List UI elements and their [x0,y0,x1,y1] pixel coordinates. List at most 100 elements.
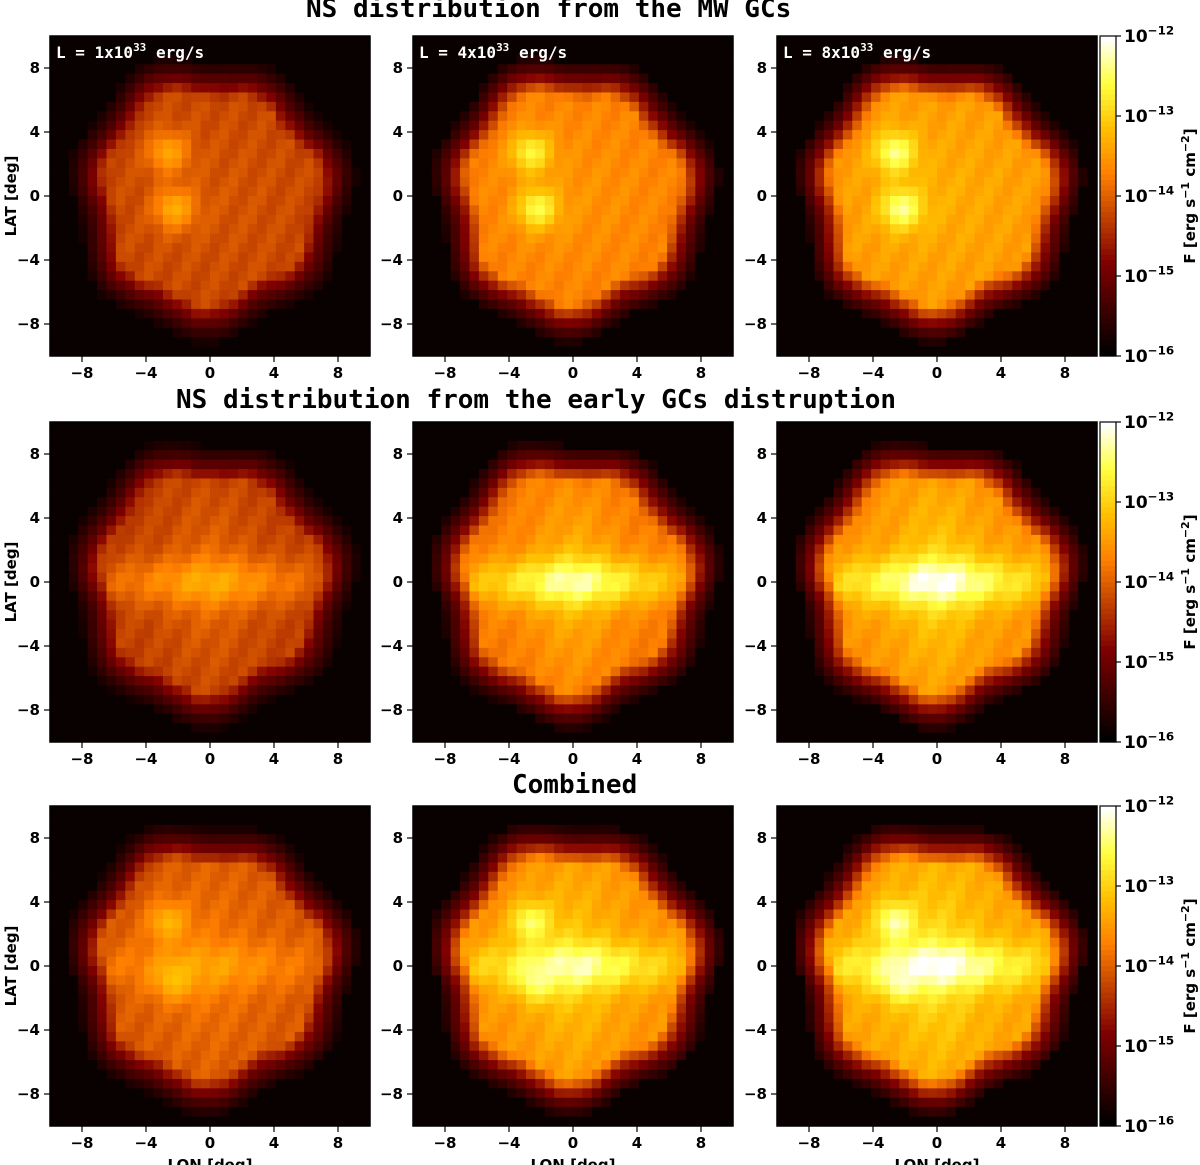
heatmap-cell [695,422,706,432]
heatmap-cell [544,422,555,432]
heatmap-cell [97,676,107,687]
heatmap-cell [59,676,70,687]
heatmap-cell [87,478,98,489]
heatmap-cell [200,450,211,461]
heatmap-cell [648,139,659,150]
heatmap-cell [685,54,696,65]
heatmap-cell [219,450,230,461]
heatmap-cell [667,233,678,244]
heatmap-cell [50,553,60,564]
heatmap-cell [563,337,574,348]
heatmap-cell [210,233,220,244]
heatmap-cell [172,713,183,724]
heatmap-cell [191,54,202,65]
heatmap-cell [228,732,239,743]
heatmap-cell [125,723,136,734]
heatmap-cell [1002,205,1013,216]
y-tick-label: 8 [757,59,767,77]
heatmap-cell [974,101,985,112]
heatmap-cell [450,271,461,282]
colorbar-swatch [1100,555,1116,562]
heatmap-cell [106,337,117,348]
heatmap-cell [87,327,98,338]
heatmap-cell [591,327,602,338]
heatmap-cell [714,196,725,206]
heatmap-cell [266,196,277,206]
heatmap-cell [294,280,305,291]
heatmap-cell [341,685,352,696]
heatmap-cell [889,45,900,56]
heatmap-cell [535,73,546,84]
heatmap-cell [1087,167,1098,178]
heatmap-cell [1068,308,1079,319]
heatmap-cell [125,120,136,131]
heatmap-cell [68,120,79,131]
heatmap-cell [294,487,305,498]
heatmap-cell [525,205,536,216]
heatmap-cell [360,553,371,564]
heatmap-cell [134,422,145,432]
heatmap-cell [181,544,192,555]
heatmap-cell [1040,83,1051,93]
heatmap-cell [918,271,929,282]
heatmap-cell [937,337,947,348]
heatmap-cell [313,525,324,536]
heatmap-cell [814,308,825,319]
heatmap-cell [488,280,499,291]
heatmap-cell [695,139,706,150]
heatmap-cell [97,120,107,131]
heatmap-cell [322,459,333,470]
heatmap-cell [153,64,164,75]
heatmap-cell [899,111,910,122]
heatmap-cell [351,308,362,319]
heatmap-cell [97,158,107,169]
heatmap-cell [304,713,315,724]
heatmap-cell [68,591,79,602]
heatmap-cell [181,261,192,272]
heatmap-cell [115,704,126,715]
heatmap-cell [1031,148,1042,159]
heatmap-cell [488,252,499,263]
heatmap-cell [247,516,258,527]
heatmap-cell [1012,83,1023,93]
heatmap-cell [219,685,230,696]
heatmap-cell [172,120,183,131]
heatmap-cell [563,318,574,329]
heatmap-cell [351,318,362,329]
heatmap-cell [257,591,267,602]
heatmap-cell [285,158,296,169]
heatmap-cell [219,497,230,508]
heatmap-cell [1012,177,1023,188]
heatmap-cell [125,64,136,75]
heatmap-cell [360,629,371,639]
heatmap-cell [695,120,706,131]
heatmap-cell [247,544,258,555]
heatmap-cell [200,600,211,611]
heatmap-cell [247,525,258,536]
heatmap-cell [1068,130,1079,141]
heatmap-cell [210,261,220,272]
heatmap-cell [795,299,806,310]
heatmap-cell [833,290,844,301]
heatmap-cell [238,657,249,668]
heatmap-cell [275,101,286,112]
heatmap-cell [106,685,117,696]
heatmap-cell [714,64,725,75]
heatmap-cell [228,469,239,479]
heatmap-cell [1012,73,1023,84]
heatmap-cell [210,337,220,348]
heatmap-cell [257,280,267,291]
heatmap-cell [488,299,499,310]
heatmap-cell [351,290,362,301]
heatmap-cell [115,431,126,442]
heatmap-cell [360,337,371,348]
heatmap-cell [714,73,725,84]
heatmap-cell [285,619,296,630]
heatmap-cell [535,120,546,131]
heatmap-cell [200,469,211,479]
heatmap-cell [219,487,230,498]
heatmap-cell [266,318,277,329]
heatmap-cell [777,177,787,188]
heatmap-cell [125,130,136,141]
